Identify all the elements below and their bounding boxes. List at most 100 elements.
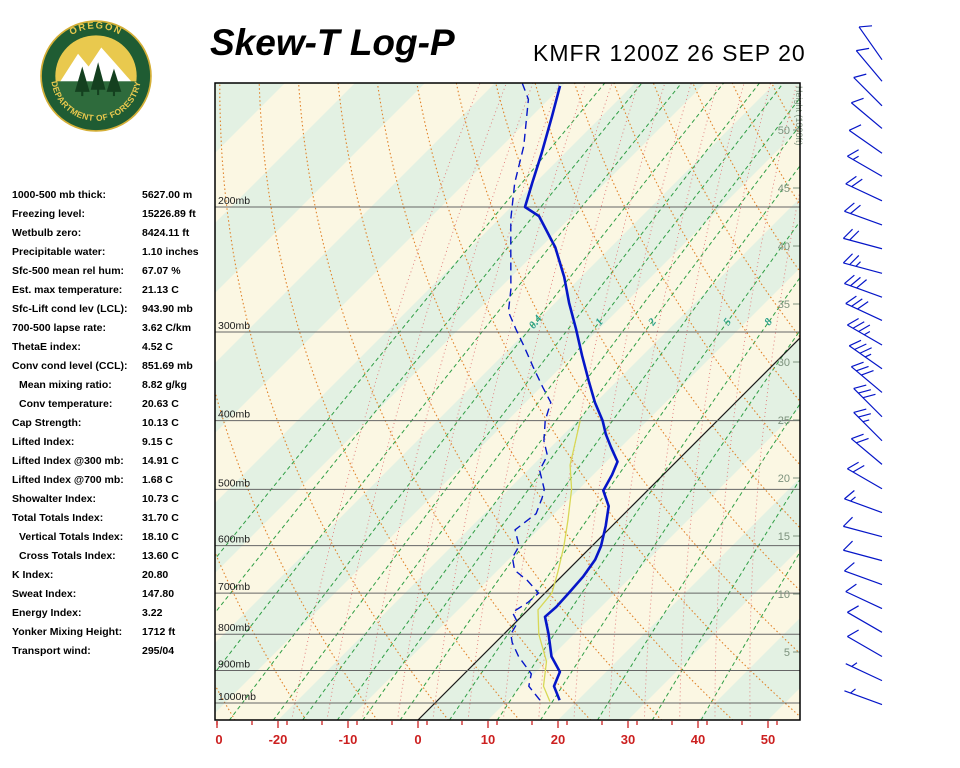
stat-row: Freezing level: 15226.89 ft	[12, 205, 214, 224]
stat-row: Sfc-Lift cond lev (LCL): 943.90 mb	[12, 300, 214, 319]
wetbulb-trace	[537, 420, 581, 702]
svg-text:50: 50	[761, 732, 775, 747]
stat-value: 13.60 C	[142, 550, 179, 562]
stat-label: Lifted Index @700 mb:	[12, 474, 124, 486]
svg-text:200mb: 200mb	[218, 195, 250, 207]
svg-text:300mb: 300mb	[218, 320, 250, 332]
stat-label: Sfc-500 mean rel hum:	[12, 265, 125, 277]
stat-value: 3.62 C/km	[142, 322, 192, 334]
stat-value: 3.22	[142, 607, 163, 619]
stat-row: Wetbulb zero: 8424.11 ft	[12, 224, 214, 243]
stat-value: 851.69 mb	[142, 360, 193, 372]
stat-value: 8424.11 ft	[142, 227, 190, 239]
stat-value: 20.63 C	[142, 398, 179, 410]
dewpoint-trace	[507, 83, 552, 701]
stat-label: Conv cond level (CCL):	[12, 360, 128, 372]
svg-text:40: 40	[778, 241, 790, 253]
svg-text:0: 0	[414, 732, 421, 747]
stat-value: 295/04	[142, 645, 175, 657]
stat-label: Sweat Index:	[12, 588, 77, 600]
wind-barb-column	[842, 25, 883, 706]
svg-text:0: 0	[215, 732, 222, 747]
svg-text:30: 30	[621, 732, 635, 747]
stat-label: Transport wind:	[12, 645, 91, 657]
stat-value: 10.13 C	[142, 417, 179, 429]
dry-adiabats	[215, 83, 800, 720]
svg-text:500mb: 500mb	[218, 477, 250, 489]
stat-label: Vertical Totals Index:	[19, 531, 124, 543]
stat-label: Cross Totals Index:	[19, 550, 116, 562]
stat-label: Lifted Index:	[12, 436, 75, 448]
pressure-labels: 200mb 300mb 400mb 500mb 600mb 700mb 800mb 900mb…	[218, 195, 256, 703]
stat-row: Sweat Index: 147.80	[12, 585, 214, 604]
stat-label: Precipitable water:	[12, 246, 106, 258]
svg-text:20: 20	[778, 473, 790, 485]
stat-value: 4.52 C	[142, 341, 173, 353]
stat-value: 5627.00 m	[142, 189, 193, 201]
logo-outer-rim	[40, 20, 152, 132]
stat-row: Cap Strength: 10.13 C	[12, 414, 214, 433]
stat-label: Yonker Mixing Height:	[12, 626, 123, 638]
stat-row: Energy Index: 3.22	[12, 604, 214, 623]
stat-row: 700-500 lapse rate: 3.62 C/km	[12, 319, 214, 338]
stat-value: 1712 ft	[142, 626, 176, 638]
stat-value: 20.80	[142, 569, 169, 581]
stat-row: Cross Totals Index: 13.60 C	[12, 547, 214, 566]
stat-row: K Index: 20.80	[12, 566, 214, 585]
plot-area	[215, 83, 800, 720]
stat-value: 15226.89 ft	[142, 208, 196, 220]
stat-label: Freezing level:	[12, 208, 85, 220]
stat-row: Vertical Totals Index: 18.10 C	[12, 528, 214, 547]
svg-text:40: 40	[691, 732, 705, 747]
stat-row: Sfc-500 mean rel hum: 67.07 %	[12, 262, 214, 281]
svg-text:45: 45	[778, 183, 790, 195]
stat-value: 1.68 C	[142, 474, 173, 486]
stat-row: Lifted Index: 9.15 C	[12, 433, 214, 452]
stat-label: ThetaE index:	[12, 341, 81, 353]
stat-value: 9.15 C	[142, 436, 173, 448]
svg-text:20: 20	[551, 732, 565, 747]
stat-row: Showalter Index: 10.73 C	[12, 490, 214, 509]
stat-row: Lifted Index @700 mb: 1.68 C	[12, 471, 214, 490]
svg-text:35: 35	[778, 299, 790, 311]
stat-row: Total Totals Index: 31.70 C	[12, 509, 214, 528]
stat-value: 31.70 C	[142, 512, 179, 524]
stat-value: 67.07 %	[142, 265, 181, 277]
stat-value: 14.91 C	[142, 455, 179, 467]
stat-label: K Index:	[12, 569, 54, 581]
svg-text:700mb: 700mb	[218, 581, 250, 593]
svg-text:30: 30	[778, 357, 790, 369]
height-scale: 50 45 40 35 30 25 20 15 10 5 Height (1000ft)	[778, 86, 804, 659]
chart-border	[214, 82, 801, 721]
svg-text:800mb: 800mb	[218, 622, 250, 634]
mixing-ratio-lines	[215, 83, 800, 720]
stat-label: 1000-500 mb thick:	[12, 189, 106, 201]
stat-row: Transport wind: 295/04	[12, 642, 214, 661]
stat-value: 8.82 g/kg	[142, 379, 187, 391]
stat-label: Est. max temperature:	[12, 284, 123, 296]
stat-row: ThetaE index: 4.52 C	[12, 338, 214, 357]
stat-row: 1000-500 mb thick: 5627.00 m	[12, 186, 214, 205]
temperature-trace	[523, 85, 619, 701]
svg-text:15: 15	[778, 531, 790, 543]
stat-value: 1.10 inches	[142, 246, 199, 258]
stat-row: Precipitable water: 1.10 inches	[12, 243, 214, 262]
stat-value: 18.10 C	[142, 531, 179, 543]
stat-label: Sfc-Lift cond lev (LCL):	[12, 303, 128, 315]
svg-text:1000mb: 1000mb	[218, 691, 256, 703]
temp-axis: -20 -10 0 10 20 30 40 50 0	[215, 721, 778, 747]
stat-value: 943.90 mb	[142, 303, 193, 315]
svg-text:1: 1	[593, 316, 606, 328]
svg-text:Height (1000ft): Height (1000ft)	[794, 86, 804, 146]
stat-row: Conv cond level (CCL): 851.69 mb	[12, 357, 214, 376]
svg-text:10: 10	[778, 589, 790, 601]
stat-value: 10.73 C	[142, 493, 179, 505]
svg-text:600mb: 600mb	[218, 534, 250, 546]
stat-label: Wetbulb zero:	[12, 227, 82, 239]
stat-row: Est. max temperature: 21.13 C	[12, 281, 214, 300]
indices-panel: 1000-500 mb thick: 5627.00 m Freezing leve…	[12, 186, 214, 661]
stat-label: Conv temperature:	[19, 398, 113, 410]
odf-logo: OREGON DEPARTMENT OF FORESTRY	[40, 20, 152, 132]
